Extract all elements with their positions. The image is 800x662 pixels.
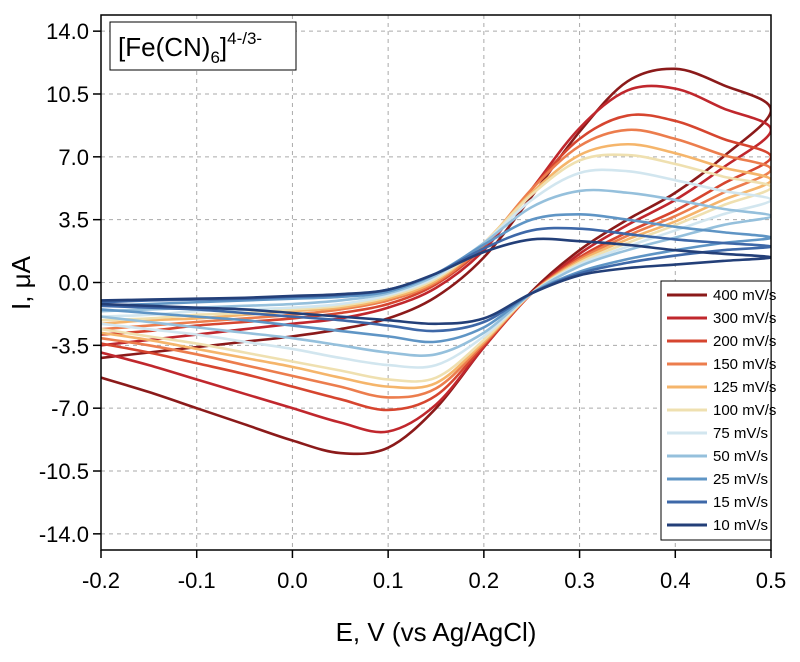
cv-curve (101, 128, 771, 399)
y-tick-label: 10.5 (46, 82, 89, 107)
legend-label: 75 mV/s (713, 425, 768, 442)
cv-curve (101, 168, 771, 369)
x-tick-label: 0.5 (756, 568, 787, 593)
legend-label: 15 mV/s (713, 494, 768, 511)
legend-label: 25 mV/s (713, 471, 768, 488)
cv-curve (101, 113, 771, 412)
annotation-sup: 4-/3- (227, 29, 262, 48)
legend-label: 400 mV/s (713, 287, 776, 304)
grid (101, 15, 771, 550)
legend-label: 10 mV/s (713, 517, 768, 534)
legend-label: 200 mV/s (713, 333, 776, 350)
x-tick-label: 0.0 (277, 568, 308, 593)
cv-curve (101, 212, 771, 344)
y-tick-label: -14.0 (39, 522, 89, 547)
x-tick-label: -0.2 (82, 568, 120, 593)
x-axis-title: E, V (vs Ag/AgCl) (336, 617, 537, 647)
legend-label: 150 mV/s (713, 356, 776, 373)
cv-curve (101, 188, 771, 357)
y-tick-label: 7.0 (58, 145, 89, 170)
curves (101, 67, 771, 456)
y-tick-label: -7.0 (51, 396, 89, 421)
x-tick-label: 0.2 (469, 568, 500, 593)
cv-curve (101, 153, 771, 383)
cv-curve (101, 237, 771, 326)
legend-label: 50 mV/s (713, 448, 768, 465)
annotation-box (109, 21, 297, 71)
x-tick-label: 0.4 (660, 568, 691, 593)
annotation-sub: 6 (210, 48, 219, 67)
legend-label: 300 mV/s (713, 310, 776, 327)
legend-label: 100 mV/s (713, 402, 776, 419)
x-tick-label: -0.1 (178, 568, 216, 593)
annotation: [Fe(CN)6]4-/3- (118, 29, 262, 67)
legend-label: 125 mV/s (713, 379, 776, 396)
annotation-close: ] (220, 32, 227, 62)
y-tick-label: 0.0 (58, 271, 89, 296)
y-tick-label: 14.0 (46, 19, 89, 44)
legend: 400 mV/s 300 mV/s 200 mV/s 150 mV/s 125 mV/s… (660, 280, 776, 541)
y-tick-label: -3.5 (51, 333, 89, 358)
y-axis-title: I, μA (6, 255, 36, 310)
annotation-base: [Fe(CN) (118, 32, 210, 62)
x-tick-label: 0.1 (373, 568, 404, 593)
y-tick-label: -10.5 (39, 459, 89, 484)
ticks: -0.2 -0.1 0.0 0.1 0.2 0.3 0.4 0.5 14.0 10.5 7.0 3.5… (39, 19, 786, 593)
x-tick-label: 0.3 (564, 568, 595, 593)
y-tick-label: 3.5 (58, 208, 89, 233)
